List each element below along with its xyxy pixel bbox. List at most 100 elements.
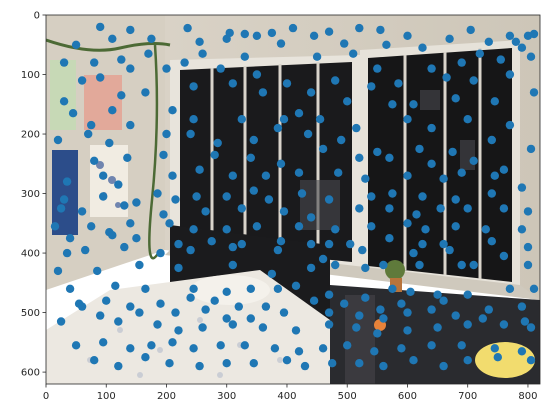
scatter-point xyxy=(96,73,105,82)
scatter-point xyxy=(505,70,515,79)
scatter-point xyxy=(361,263,370,273)
scatter-point xyxy=(117,55,126,64)
scatter-point xyxy=(367,82,376,91)
scatter-point xyxy=(517,302,527,311)
x-tick-label: 800 xyxy=(518,391,537,402)
scatter-point xyxy=(343,97,352,106)
scatter-point xyxy=(520,317,530,326)
scatter-point xyxy=(126,344,135,353)
scatter-point xyxy=(65,284,75,293)
scatter-point xyxy=(499,204,509,213)
scatter-point xyxy=(249,186,258,195)
scatter-point xyxy=(367,222,376,231)
scatter-point xyxy=(517,347,527,356)
scatter-point xyxy=(388,100,397,109)
scatter-point xyxy=(62,177,72,186)
scatter-point xyxy=(309,31,319,40)
scatter-point xyxy=(297,189,307,198)
scatter-point xyxy=(451,311,460,320)
scatter-point xyxy=(56,204,66,213)
scatter-point xyxy=(306,213,316,222)
scatter-point xyxy=(294,347,304,356)
scatter-point xyxy=(77,207,87,216)
x-tick-label: 700 xyxy=(458,391,477,402)
scatter-point xyxy=(517,43,527,52)
scatter-point xyxy=(117,91,126,100)
y-axis: 0 100 200 300 400 500 600 xyxy=(21,11,46,379)
scatter-point xyxy=(379,260,388,270)
scatter-points xyxy=(50,22,539,371)
scatter-point xyxy=(162,64,171,73)
scatter-point xyxy=(108,106,117,115)
scatter-point xyxy=(349,49,358,58)
scatter-point xyxy=(436,204,445,213)
y-tick-label: 600 xyxy=(21,368,40,379)
scatter-point xyxy=(499,165,509,174)
scatter-point xyxy=(87,222,96,231)
scatter-point xyxy=(270,344,280,353)
scatter-point xyxy=(352,323,361,332)
scatter-point xyxy=(318,254,328,264)
scatter-point xyxy=(213,138,222,148)
scatter-point xyxy=(376,25,385,35)
scatter-point xyxy=(355,23,364,33)
scatter-point xyxy=(237,204,246,213)
scatter-point xyxy=(273,123,283,133)
y-tick-label: 200 xyxy=(21,130,40,141)
scatter-point xyxy=(141,284,150,293)
scatter-point xyxy=(478,314,487,323)
scatter-point xyxy=(499,251,509,261)
scatter-point xyxy=(234,302,243,311)
x-tick-label: 300 xyxy=(217,391,236,402)
scatter-point xyxy=(195,37,204,46)
y-tick-label: 0 xyxy=(34,11,40,22)
scatter-point xyxy=(180,58,189,67)
scatter-point xyxy=(294,168,304,177)
scatter-point xyxy=(370,347,379,356)
scatter-point xyxy=(267,269,277,279)
scatter-point xyxy=(102,296,111,305)
scatter-point xyxy=(120,201,129,210)
scatter-point xyxy=(153,189,162,198)
scatter-point xyxy=(511,37,521,46)
scatter-point xyxy=(216,64,225,73)
scatter-point xyxy=(258,323,268,332)
scatter-point xyxy=(427,123,436,133)
scatter-point xyxy=(343,341,352,350)
scatter-point xyxy=(168,338,177,347)
scatter-point xyxy=(174,239,183,249)
scatter-point xyxy=(156,299,165,308)
scatter-point xyxy=(469,156,478,165)
scatter-point xyxy=(168,171,177,180)
scatter-point xyxy=(258,88,268,97)
scatter-point xyxy=(183,23,192,33)
scatter-point xyxy=(189,225,198,234)
scatter-point xyxy=(237,115,246,124)
y-tick-label: 300 xyxy=(21,189,40,200)
scatter-point xyxy=(159,150,168,160)
scatter-point xyxy=(445,34,454,43)
scatter-point xyxy=(529,29,539,39)
scatter-point xyxy=(355,204,364,213)
scatter-point xyxy=(490,171,499,180)
scatter-point xyxy=(463,115,472,124)
scatter-point xyxy=(355,359,364,368)
scatter-point xyxy=(463,356,472,365)
scatter-point xyxy=(324,308,334,317)
scatter-point xyxy=(294,109,304,118)
scatter-point xyxy=(427,305,436,314)
scatter-point xyxy=(382,40,391,49)
scatter-point xyxy=(56,317,66,326)
scatter-point xyxy=(273,245,283,255)
scatter-point xyxy=(90,156,99,165)
scatter-point xyxy=(195,165,204,174)
scatter-point xyxy=(96,311,105,320)
scatter-point xyxy=(526,144,536,154)
scatter-point xyxy=(276,159,286,168)
scatter-point xyxy=(448,147,457,157)
scatter-point xyxy=(526,52,536,61)
scatter-point xyxy=(90,58,99,67)
scatter-point xyxy=(427,159,436,168)
scatter-point xyxy=(141,353,150,362)
scatter-point xyxy=(222,225,231,234)
